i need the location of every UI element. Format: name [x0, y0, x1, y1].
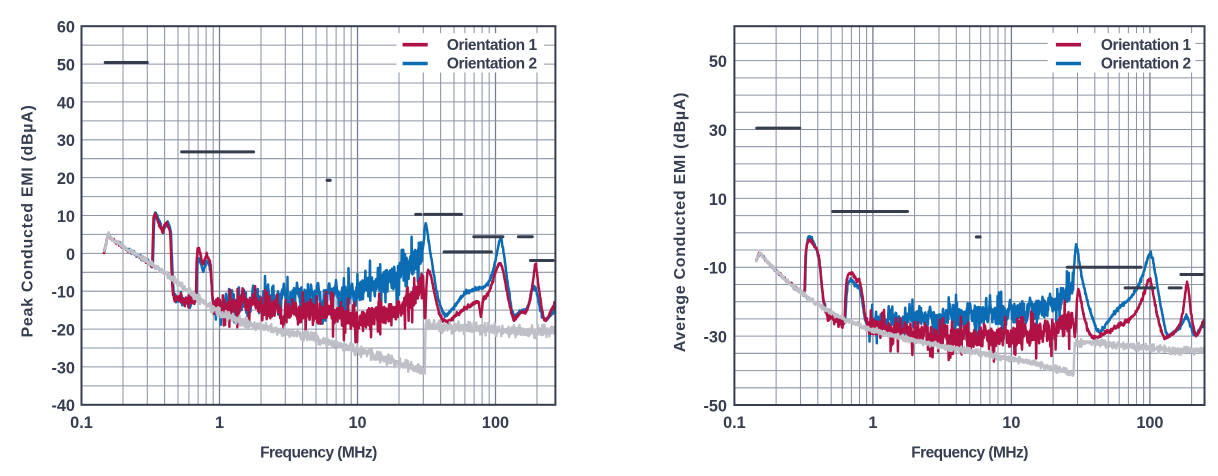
svg-text:Frequency (MHz): Frequency (MHz): [260, 445, 377, 462]
svg-text:60: 60: [57, 19, 75, 37]
svg-text:1: 1: [215, 414, 224, 432]
svg-text:Average Conducted EMI (dBµA): Average Conducted EMI (dBµA): [672, 92, 689, 352]
svg-text:-10: -10: [51, 284, 75, 302]
svg-text:-20: -20: [51, 322, 75, 340]
svg-text:10: 10: [1002, 414, 1020, 432]
svg-text:0.1: 0.1: [723, 414, 746, 432]
svg-text:50: 50: [57, 57, 75, 75]
svg-text:10: 10: [348, 414, 366, 432]
svg-text:-30: -30: [703, 329, 727, 347]
svg-text:0.1: 0.1: [70, 414, 93, 432]
svg-text:Frequency (MHz): Frequency (MHz): [911, 445, 1028, 462]
svg-text:0: 0: [66, 246, 75, 264]
svg-text:30: 30: [709, 122, 727, 140]
svg-text:-40: -40: [51, 397, 75, 415]
svg-text:Orientation 1: Orientation 1: [1101, 37, 1192, 54]
svg-text:Orientation 2: Orientation 2: [1101, 56, 1191, 73]
svg-text:10: 10: [57, 208, 75, 226]
svg-text:20: 20: [57, 170, 75, 188]
svg-text:100: 100: [1136, 414, 1163, 432]
svg-text:-30: -30: [51, 359, 75, 377]
svg-text:Orientation 2: Orientation 2: [447, 56, 537, 73]
svg-text:-10: -10: [703, 260, 727, 278]
svg-text:1: 1: [868, 414, 877, 432]
svg-text:30: 30: [57, 132, 75, 150]
svg-text:Orientation 1: Orientation 1: [447, 37, 538, 54]
svg-text:-50: -50: [703, 397, 727, 415]
svg-text:Peak Conducted EMI (dBµA): Peak Conducted EMI (dBµA): [20, 105, 37, 338]
svg-text:40: 40: [57, 94, 75, 112]
svg-text:50: 50: [709, 53, 727, 71]
svg-text:10: 10: [709, 191, 727, 209]
svg-text:100: 100: [482, 414, 509, 432]
